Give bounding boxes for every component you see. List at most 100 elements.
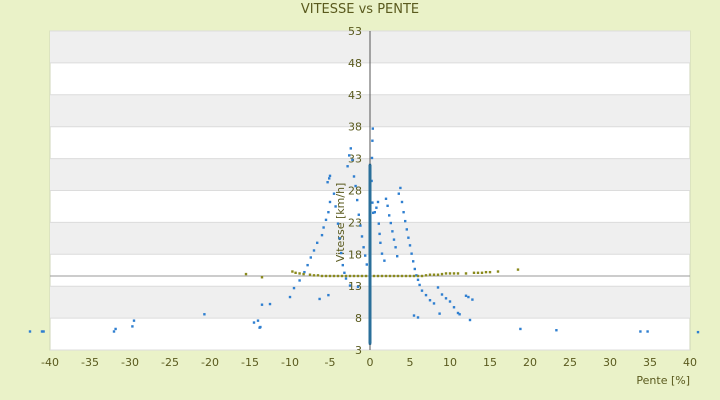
data-point bbox=[428, 273, 432, 276]
data-point bbox=[288, 295, 292, 299]
data-point bbox=[349, 147, 352, 150]
data-point bbox=[332, 192, 336, 195]
y-tick-label: 18 bbox=[348, 248, 362, 261]
data-point bbox=[436, 273, 440, 276]
data-point bbox=[405, 228, 408, 231]
data-point bbox=[338, 237, 341, 240]
data-point bbox=[402, 210, 405, 214]
data-point bbox=[316, 274, 320, 277]
data-point bbox=[112, 330, 116, 333]
data-point bbox=[420, 289, 424, 292]
x-tick-label: -10 bbox=[281, 356, 299, 369]
data-point bbox=[444, 272, 448, 275]
data-point bbox=[416, 274, 420, 278]
data-point bbox=[306, 263, 309, 267]
x-tick-label: -30 bbox=[121, 356, 139, 369]
data-point bbox=[292, 286, 296, 290]
data-point bbox=[316, 241, 319, 245]
data-point bbox=[334, 205, 337, 208]
data-point bbox=[408, 274, 412, 278]
data-point bbox=[114, 327, 117, 331]
data-point bbox=[371, 139, 374, 142]
data-point bbox=[322, 226, 325, 229]
data-point bbox=[371, 127, 374, 130]
data-point bbox=[359, 224, 362, 227]
data-point bbox=[332, 274, 336, 278]
data-point bbox=[436, 286, 440, 289]
data-point bbox=[131, 325, 134, 328]
data-point bbox=[268, 302, 272, 306]
data-point bbox=[452, 306, 456, 309]
data-point bbox=[471, 298, 474, 301]
data-point bbox=[324, 218, 328, 222]
data-point bbox=[356, 274, 360, 278]
data-point bbox=[336, 274, 340, 278]
data-point bbox=[376, 274, 380, 278]
data-point bbox=[298, 272, 301, 275]
data-point bbox=[400, 274, 404, 278]
data-point bbox=[309, 256, 312, 259]
data-point bbox=[418, 283, 421, 287]
data-point bbox=[410, 252, 413, 255]
data-point bbox=[392, 274, 396, 278]
x-tick-label: 5 bbox=[407, 356, 414, 369]
data-point bbox=[341, 263, 344, 267]
data-point bbox=[354, 184, 357, 188]
x-tick-label: 0 bbox=[367, 356, 374, 369]
y-tick-label: 23 bbox=[348, 216, 362, 229]
data-point bbox=[404, 274, 408, 278]
data-point bbox=[452, 272, 456, 275]
data-point bbox=[420, 274, 424, 278]
data-point bbox=[252, 321, 256, 324]
data-point bbox=[416, 316, 420, 319]
y-tick-label: 8 bbox=[355, 312, 362, 325]
data-point bbox=[370, 156, 374, 160]
data-point bbox=[357, 213, 360, 216]
data-point bbox=[396, 274, 400, 278]
data-point bbox=[328, 177, 331, 180]
x-tick-label: 10 bbox=[443, 356, 457, 369]
data-point bbox=[260, 303, 264, 306]
data-point bbox=[312, 274, 316, 277]
data-point bbox=[320, 233, 324, 237]
x-tick-label: -5 bbox=[325, 356, 336, 369]
data-point bbox=[646, 330, 649, 333]
data-point bbox=[555, 329, 558, 332]
data-point bbox=[488, 270, 492, 274]
data-point bbox=[391, 230, 394, 233]
data-point bbox=[336, 222, 340, 225]
data-point bbox=[259, 325, 262, 329]
data-point bbox=[132, 319, 136, 322]
x-tick-label: 30 bbox=[603, 356, 617, 369]
data-point bbox=[467, 295, 470, 299]
data-point bbox=[396, 255, 399, 258]
data-point bbox=[308, 273, 312, 276]
data-point bbox=[424, 274, 428, 277]
y-tick-label: 33 bbox=[348, 153, 362, 166]
data-point bbox=[348, 154, 351, 157]
data-point bbox=[639, 330, 642, 333]
data-point bbox=[448, 272, 452, 275]
data-point bbox=[318, 297, 321, 301]
data-point bbox=[372, 274, 376, 278]
data-point bbox=[404, 219, 407, 223]
data-point bbox=[303, 270, 306, 274]
y-tick-label: 28 bbox=[348, 185, 362, 198]
y-tick-label: 43 bbox=[348, 89, 362, 102]
data-point bbox=[458, 313, 461, 316]
data-point bbox=[348, 274, 352, 278]
data-point bbox=[392, 238, 396, 241]
data-point bbox=[438, 312, 441, 315]
data-point bbox=[370, 179, 373, 183]
data-point bbox=[260, 276, 264, 279]
data-point bbox=[399, 186, 402, 190]
x-tick-label: 15 bbox=[483, 356, 497, 369]
data-point bbox=[364, 254, 367, 257]
y-tick-label: 3 bbox=[355, 344, 362, 357]
y-tick-label: 13 bbox=[348, 280, 362, 293]
data-point bbox=[326, 181, 329, 184]
data-point bbox=[440, 293, 444, 296]
x-tick-label: 40 bbox=[683, 356, 697, 369]
data-point bbox=[302, 272, 305, 276]
